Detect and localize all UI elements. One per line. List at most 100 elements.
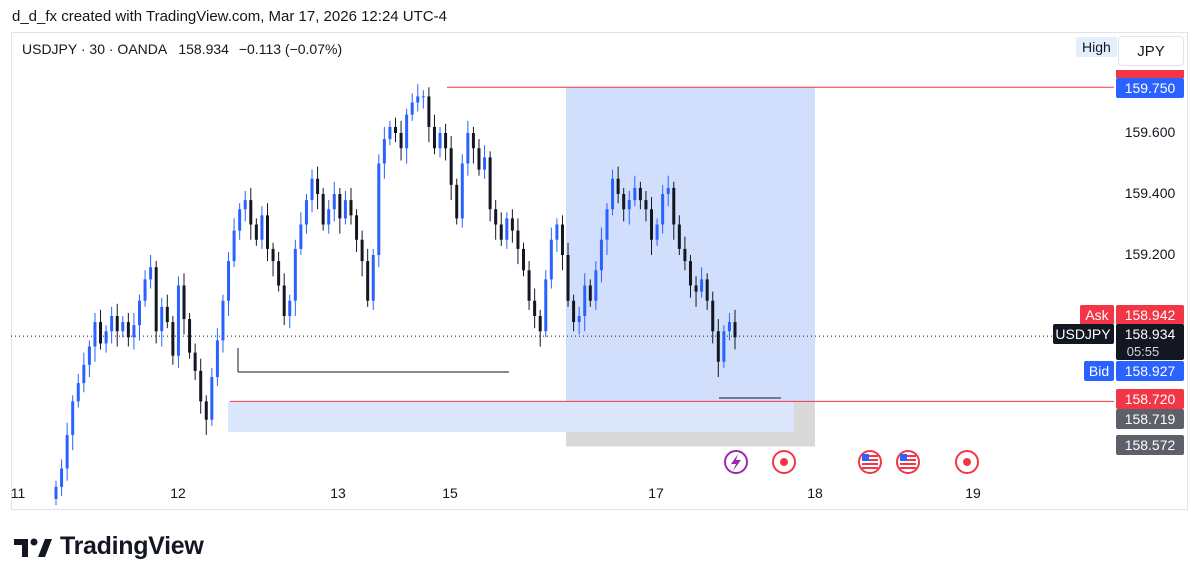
candle-body (716, 331, 720, 362)
candle-body (360, 239, 364, 262)
candle-body (683, 248, 687, 262)
candle-body (577, 316, 581, 323)
ask-tag (1080, 305, 1114, 325)
candle-body (188, 319, 192, 353)
bid-value-tag (1116, 361, 1184, 381)
candle-body (499, 224, 503, 240)
candle-body (288, 300, 292, 316)
candle-body (455, 184, 459, 219)
candle-body (633, 187, 637, 201)
candle-body (549, 239, 553, 280)
brand-logo[interactable]: TradingView (14, 532, 204, 561)
candle-body (399, 133, 403, 149)
candle-body (438, 133, 442, 149)
candle-body (622, 194, 626, 210)
candle-body (126, 322, 130, 338)
candle-body (260, 215, 264, 240)
symbol-tag (1053, 324, 1114, 344)
candle-body (104, 331, 108, 344)
chart-frame[interactable] (11, 32, 1188, 510)
candle-body (254, 224, 258, 240)
candle-body (54, 486, 58, 499)
candle-body (421, 96, 425, 98)
candle-body (522, 248, 526, 271)
candle-body (477, 148, 481, 170)
candle-body (688, 261, 692, 286)
ask-value-tag (1116, 305, 1184, 325)
candle-body (427, 96, 431, 127)
candle-body (321, 194, 325, 225)
lightning-icon[interactable] (724, 450, 748, 474)
candle-body (533, 300, 537, 316)
x-tick-label: 18 (807, 485, 823, 501)
us-flag-icon[interactable] (858, 450, 882, 474)
candle-body (232, 230, 236, 262)
bid-label: Bid (1089, 363, 1109, 379)
candle-body (238, 209, 242, 231)
candle-body (293, 248, 297, 301)
x-tick-label: 15 (442, 485, 458, 501)
candle-body (444, 133, 448, 149)
candle-body (310, 178, 314, 201)
candle-body (99, 322, 103, 344)
candle-body (143, 279, 147, 301)
candle-body (277, 261, 281, 286)
us-flag-icon[interactable] (896, 450, 920, 474)
candle-body (416, 96, 420, 103)
candle-body (265, 215, 269, 249)
candle-body (349, 200, 353, 216)
candle-body (227, 261, 231, 301)
last-price-value: 158.934 (1125, 326, 1176, 342)
dot-icon[interactable] (955, 450, 979, 474)
candle-body (204, 401, 208, 420)
candle-body (733, 322, 737, 338)
bottom-line-value: 158.720 (1125, 391, 1176, 407)
candle-body (215, 340, 219, 377)
candle-body (538, 316, 542, 332)
candle-body (694, 285, 698, 292)
candle-body (371, 255, 375, 301)
candle-body (672, 187, 676, 225)
candle-body (661, 194, 665, 225)
tradingview-logo-icon (14, 538, 52, 557)
candle-body (60, 468, 64, 487)
candle-body (171, 322, 175, 356)
candle-body (566, 255, 570, 301)
candle-body (366, 261, 370, 301)
candle-body (605, 209, 609, 240)
top-line-value: 159.750 (1125, 80, 1176, 96)
candle-body (449, 148, 453, 185)
candle-body (327, 209, 331, 225)
bid-tag (1084, 361, 1114, 381)
symbol-line[interactable]: USDJPY · 30 · OANDA (22, 41, 167, 57)
price-change: −0.113 (−0.07%) (238, 41, 343, 57)
candle-body (588, 285, 592, 301)
candle-body (510, 218, 514, 231)
x-tick-label: 19 (965, 485, 981, 501)
candle-body (71, 401, 75, 435)
candle-body (221, 300, 225, 341)
candle-body (599, 239, 603, 271)
high-label[interactable]: High (1076, 37, 1117, 57)
x-tick-label: 12 (170, 485, 186, 501)
drawing-zones (11, 87, 1114, 447)
candle-body (432, 126, 436, 149)
candle-body (382, 139, 386, 164)
currency-selector[interactable]: JPY (1118, 36, 1184, 66)
bar-countdown: 05:55 (1127, 344, 1160, 359)
candle-body (210, 377, 214, 420)
candle-body (176, 285, 180, 356)
demand-zone (228, 401, 794, 432)
candle-body (650, 209, 654, 240)
candle-body (137, 300, 141, 326)
candle-body (544, 279, 548, 332)
dot-icon[interactable] (772, 450, 796, 474)
candle-body (121, 322, 125, 332)
candle-body (700, 279, 704, 292)
candle-body (343, 200, 347, 219)
candle-body (705, 279, 709, 301)
candle-body (154, 267, 158, 332)
candle-body (611, 178, 615, 210)
candle-body (644, 200, 648, 210)
